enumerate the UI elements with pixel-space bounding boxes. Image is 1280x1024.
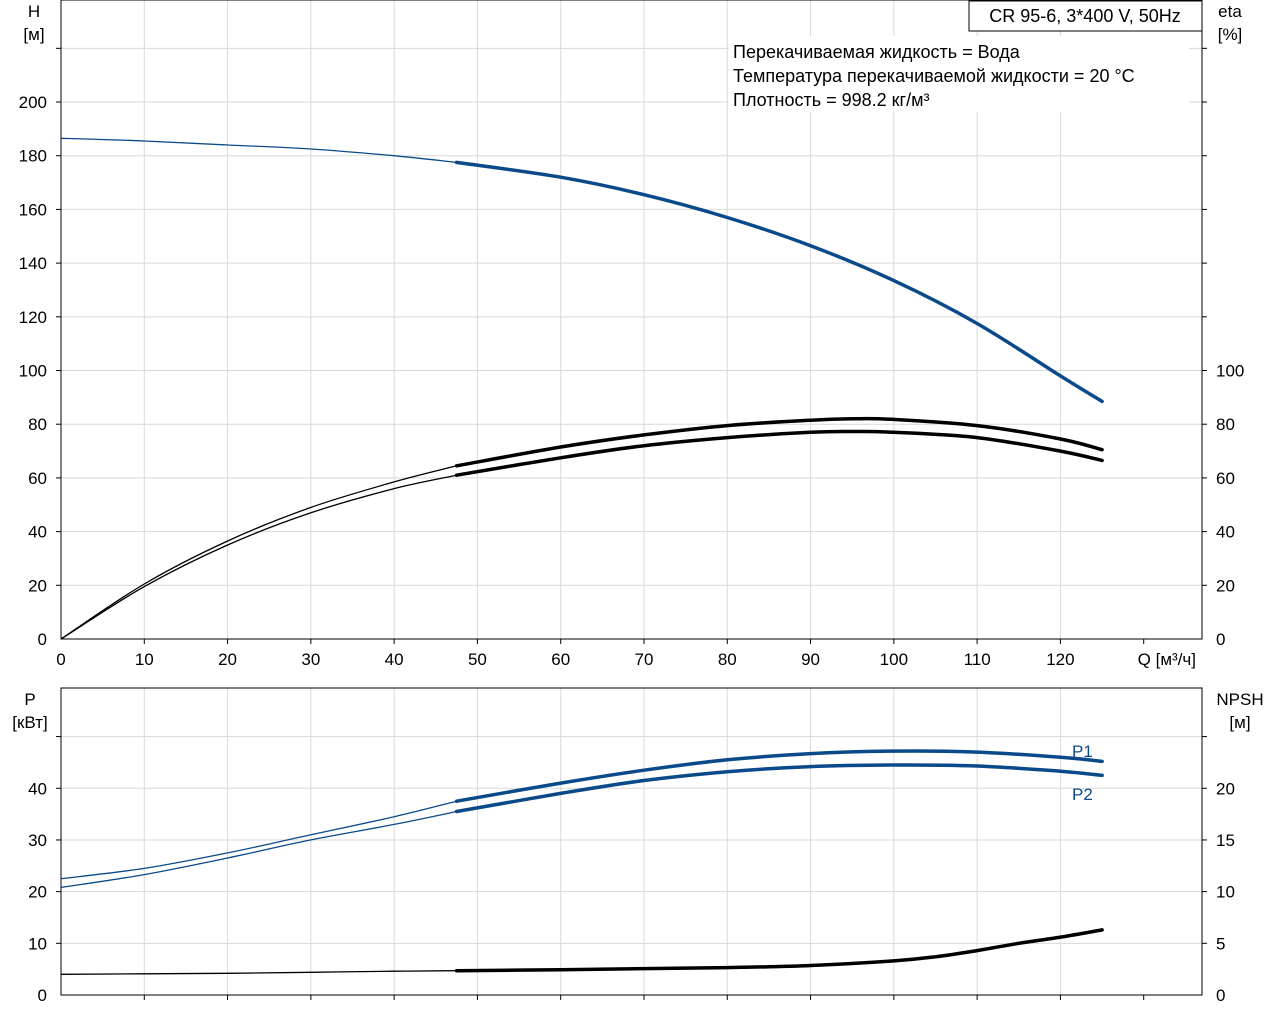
- panel2-series-1-thin-line: [60, 800, 457, 880]
- head-axis-unit: [м]: [23, 25, 44, 44]
- panel1-series-1-thick-line: [454, 160, 1104, 404]
- panel2-grid: [61, 688, 1202, 995]
- panel1-series: [60, 137, 1104, 640]
- p1-series-label: P1: [1072, 742, 1093, 761]
- density-annotation: Плотность = 998.2 кг/м³: [733, 90, 929, 110]
- right-tick-label: 0: [1216, 630, 1225, 649]
- power-axis-ticks: 0 10 20 30 40: [28, 736, 1145, 1005]
- right-tick-label: 80: [1216, 415, 1235, 434]
- left-tick-label: 120: [19, 308, 47, 327]
- temperature-annotation: Температура перекачиваемой жидкости = 20…: [733, 66, 1135, 86]
- power-npsh-panel: 0 10 20 30 40 0 5 10 15 20 P [кВт] NPSH [м] P1 P…: [12, 687, 1264, 1005]
- right-tick-label: 20: [1216, 779, 1235, 798]
- panel2-series-2-thick-line: [454, 763, 1104, 814]
- npsh-axis-symbol: NPSH: [1216, 690, 1263, 709]
- panel2-series-3-thick-line: [454, 928, 1104, 973]
- power-axis-unit: [кВт]: [12, 713, 47, 732]
- x-tick-label: 50: [468, 650, 487, 669]
- left-tick-label: 20: [28, 576, 47, 595]
- right-tick-label: 0: [1216, 986, 1225, 1005]
- panel2-series-2-thin-line: [60, 810, 457, 889]
- panel1-series-2-thick-line: [454, 416, 1104, 468]
- npsh-axis-unit: [м]: [1229, 713, 1250, 732]
- right-tick-label: 5: [1216, 934, 1225, 953]
- fluid-annotation: Перекачиваемая жидкость = Вода: [733, 42, 1021, 62]
- panel2-series-1-thick-line: [454, 749, 1104, 803]
- panel1-series-2-thin-line: [60, 465, 457, 640]
- x-tick-label: 0: [56, 650, 65, 669]
- x-axis-label: Q [м³/ч]: [1138, 650, 1196, 669]
- head-efficiency-panel: 0 10 20 30 40 50 60 70 80 90 100 110 120 0 20 40 60 80 10…: [19, 0, 1244, 669]
- panel1-series-3-thick-line: [454, 429, 1104, 477]
- panel1-series-1-thin-line: [60, 137, 457, 164]
- x-tick-label: 110: [964, 650, 991, 669]
- x-tick-label: 10: [135, 650, 154, 669]
- npsh-axis-ticks: 0 5 10 15 20: [1202, 736, 1235, 1005]
- x-axis-ticks: 0 10 20 30 40 50 60 70 80 90 100 110 120: [56, 650, 1074, 669]
- left-tick-label: 30: [28, 831, 47, 850]
- x-tick-label: 30: [301, 650, 320, 669]
- x-tick-label: 120: [1046, 650, 1074, 669]
- info-box-bg: [729, 36, 1189, 112]
- right-tick-label: 100: [1216, 362, 1244, 381]
- head-axis-ticks: 0 20 40 60 80 100 120 140 160 180 200: [19, 47, 1145, 649]
- x-tick-label: 80: [718, 650, 737, 669]
- x-tick-label: 60: [551, 650, 570, 669]
- panel2-frame: [60, 687, 1203, 996]
- left-tick-label: 160: [19, 200, 47, 219]
- p2-series-label: P2: [1072, 785, 1093, 804]
- head-axis-symbol: H: [28, 2, 40, 21]
- eta-axis-ticks: 0 20 40 60 80 100: [1202, 47, 1244, 649]
- left-tick-label: 60: [28, 469, 47, 488]
- panel1-frame: [60, 0, 1203, 640]
- left-tick-label: 200: [19, 93, 47, 112]
- right-tick-label: 15: [1216, 831, 1235, 850]
- right-tick-label: 60: [1216, 469, 1235, 488]
- x-tick-label: 90: [801, 650, 820, 669]
- chart-title-box: [968, 0, 1203, 32]
- panel2-series-3-thin-line: [60, 970, 457, 975]
- left-tick-label: 40: [28, 779, 47, 798]
- right-tick-label: 20: [1216, 576, 1235, 595]
- left-tick-label: 0: [38, 986, 47, 1005]
- left-tick-label: 20: [28, 883, 47, 902]
- power-axis-symbol: P: [24, 690, 35, 709]
- x-tick-label: 40: [385, 650, 404, 669]
- panel1-series-3-thin-line: [60, 474, 457, 640]
- eta-axis-symbol: eta: [1218, 2, 1242, 21]
- left-tick-label: 0: [38, 630, 47, 649]
- left-tick-label: 100: [19, 362, 47, 381]
- left-tick-label: 140: [19, 254, 47, 273]
- left-tick-label: 40: [28, 523, 47, 542]
- x-tick-label: 70: [635, 650, 654, 669]
- eta-axis-unit: [%]: [1218, 25, 1243, 44]
- right-tick-label: 40: [1216, 523, 1235, 542]
- panel2-series: [60, 749, 1104, 975]
- left-tick-label: 80: [28, 415, 47, 434]
- left-tick-label: 10: [28, 934, 47, 953]
- chart-title: CR 95-6, 3*400 V, 50Hz: [989, 6, 1180, 26]
- right-tick-label: 10: [1216, 883, 1235, 902]
- x-tick-label: 100: [880, 650, 908, 669]
- x-tick-label: 20: [218, 650, 237, 669]
- left-tick-label: 180: [19, 147, 47, 166]
